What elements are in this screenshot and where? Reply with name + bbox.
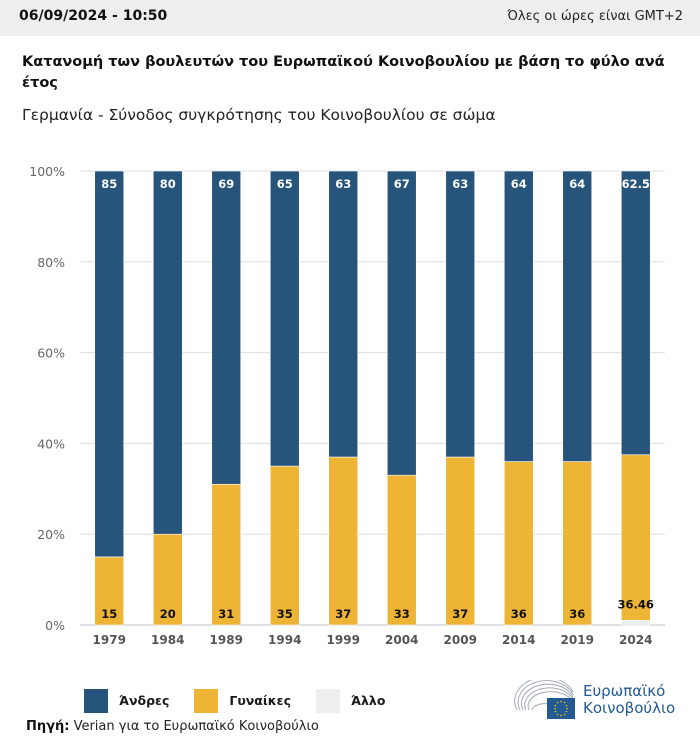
- bar-women[interactable]: [386, 474, 417, 626]
- bar-men[interactable]: [562, 170, 593, 462]
- legend-swatch-other: [316, 688, 341, 713]
- data-label-men: 69: [218, 177, 234, 191]
- chart-subtitle: Γερμανία - Σύνοδος συγκρότησης του Κοινο…: [22, 106, 496, 124]
- bar-women[interactable]: [620, 454, 651, 621]
- source-prefix: Πηγή:: [26, 719, 70, 734]
- x-tick-label: 2004: [385, 633, 418, 647]
- bar-women[interactable]: [211, 483, 242, 626]
- bar-women[interactable]: [152, 533, 183, 626]
- legend-item-men[interactable]: Άνδρες: [84, 688, 170, 713]
- bar-women[interactable]: [94, 556, 125, 626]
- legend: Άνδρες Γυναίκες Άλλο: [84, 688, 410, 713]
- x-tick-label: 1979: [93, 633, 126, 647]
- bar-women[interactable]: [269, 465, 300, 626]
- axes: 0% 20% 40% 60% 80% 100% 1979 1984 1989 1994 1999 20…: [29, 164, 652, 647]
- bar-men[interactable]: [152, 170, 183, 535]
- x-tick-label: 2009: [444, 633, 477, 647]
- bars: [94, 170, 651, 626]
- bar-men[interactable]: [503, 170, 534, 462]
- data-labels: 15 85 20 80 31 69 35 65 37 63 33 67 37 63 36 64 36 64 36.4…: [101, 177, 654, 621]
- data-label-women: 36: [569, 607, 585, 621]
- data-label-men: 65: [277, 177, 293, 191]
- bar-men[interactable]: [386, 170, 417, 476]
- bar-other[interactable]: [620, 619, 651, 626]
- data-label-men: 67: [394, 177, 410, 191]
- data-label-women: 37: [452, 607, 468, 621]
- data-label-men: 62.5: [622, 177, 650, 191]
- y-tick-label: 0%: [45, 618, 65, 633]
- data-label-men: 64: [511, 177, 527, 191]
- bar-men[interactable]: [94, 170, 125, 558]
- bar-men[interactable]: [211, 170, 242, 485]
- chart-title: Κατανομή των βουλευτών του Ευρωπαϊκού Κο…: [22, 54, 665, 91]
- data-label-women: 36: [511, 607, 527, 621]
- bar-women[interactable]: [562, 461, 593, 626]
- y-tick-label: 20%: [37, 527, 65, 542]
- bar-women[interactable]: [503, 461, 534, 626]
- x-tick-label: 1984: [151, 633, 184, 647]
- logo-text: Ευρωπαϊκό Κοινοβούλιο: [583, 683, 675, 717]
- data-label-women: 37: [335, 607, 351, 621]
- data-label-men: 64: [569, 177, 585, 191]
- logo-line-2: Κοινοβούλιο: [583, 699, 676, 717]
- data-label-men: 63: [335, 177, 351, 191]
- bar-men[interactable]: [620, 170, 651, 456]
- y-tick-label: 60%: [37, 346, 65, 361]
- data-label-women: 35: [277, 607, 293, 621]
- legend-label-women: Γυναίκες: [229, 693, 292, 708]
- legend-label-other: Άλλο: [351, 693, 386, 708]
- logo-line-1: Ευρωπαϊκό: [583, 682, 666, 700]
- bar-women[interactable]: [445, 456, 476, 626]
- data-label-women: 15: [101, 607, 117, 621]
- data-label-men: 63: [452, 177, 468, 191]
- bar-men[interactable]: [445, 170, 476, 458]
- y-tick-label: 100%: [29, 164, 65, 179]
- data-label-women: 20: [160, 607, 176, 621]
- y-tick-label: 40%: [37, 436, 65, 451]
- x-tick-label: 2024: [619, 633, 652, 647]
- legend-item-women[interactable]: Γυναίκες: [194, 688, 292, 713]
- x-tick-label: 1994: [268, 633, 301, 647]
- data-label-men: 85: [101, 177, 117, 191]
- data-label-men: 80: [160, 177, 176, 191]
- legend-swatch-women: [194, 688, 219, 713]
- header-bar: 06/09/2024 - 10:50 Όλες οι ώρες είναι GM…: [0, 0, 700, 36]
- bar-women[interactable]: [328, 456, 359, 626]
- legend-item-other[interactable]: Άλλο: [316, 688, 386, 713]
- parliament-hemicycle-icon: [514, 680, 575, 719]
- x-tick-label: 1999: [327, 633, 360, 647]
- datetime: 06/09/2024 - 10:50: [19, 8, 168, 24]
- source-note: Πηγή: Verian για το Ευρωπαϊκό Κοινοβούλι…: [26, 719, 319, 734]
- legend-swatch-men: [84, 688, 108, 713]
- x-tick-label: 2019: [561, 633, 594, 647]
- data-label-women: 31: [218, 607, 234, 621]
- european-parliament-logo: Ευρωπαϊκό Κοινοβούλιο: [513, 680, 693, 720]
- source-text: Verian για το Ευρωπαϊκό Κοινοβούλιο: [69, 719, 319, 734]
- legend-label-men: Άνδρες: [119, 693, 170, 708]
- x-tick-label: 2014: [502, 633, 535, 647]
- x-tick-label: 1989: [210, 633, 243, 647]
- data-label-women: 33: [394, 607, 410, 621]
- stacked-bar-chart: 15 85 20 80 31 69 35 65 37 63 33 67 37 63 36 64 36 64 36.4…: [29, 164, 665, 647]
- bar-men[interactable]: [328, 170, 359, 458]
- timezone-note: Όλες οι ώρες είναι GMT+2: [507, 9, 683, 24]
- data-label-women: 36.46: [618, 597, 654, 611]
- y-tick-label: 80%: [37, 255, 65, 270]
- bar-men[interactable]: [269, 170, 300, 467]
